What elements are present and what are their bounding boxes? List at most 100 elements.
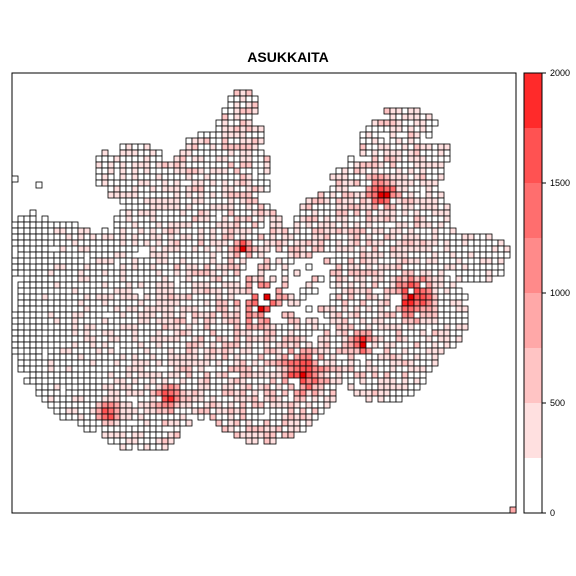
grid-cell [413,113,421,121]
grid-cell [197,311,205,319]
grid-cell [143,179,151,187]
grid-cell [161,347,169,355]
grid-cell [377,245,385,253]
grid-cell [77,239,85,247]
grid-cell [395,137,403,145]
grid-cell [191,251,199,259]
grid-cell [209,287,217,295]
grid-cell [17,221,25,229]
grid-cell [71,365,79,373]
grid-cell [293,329,301,337]
grid-cell [83,275,91,283]
grid-cell [137,233,145,241]
grid-cell [29,293,37,301]
grid-cell [131,245,139,253]
grid-cell [197,401,205,409]
grid-cell [41,287,49,295]
grid-cell [443,215,451,223]
grid-cell [305,281,313,289]
grid-cell [443,143,451,151]
grid-cell [341,215,349,223]
grid-cell [257,425,265,433]
grid-cell [377,197,385,205]
grid-cell [239,359,247,367]
grid-cell [215,407,223,415]
grid-cell [107,179,115,187]
grid-cell [71,257,79,265]
grid-cell [431,119,439,127]
grid-cell [125,245,133,253]
grid-cell [323,305,331,313]
grid-cell [257,179,265,187]
grid-cell [143,221,151,229]
grid-cell [17,287,25,295]
grid-cell [23,245,31,253]
grid-cell [191,269,199,277]
grid-cell [101,371,109,379]
grid-cell [221,239,229,247]
grid-cell [113,281,121,289]
grid-cell [149,185,157,193]
grid-cell [497,263,505,271]
grid-cell [389,365,397,373]
grid-cell [167,191,175,199]
grid-cell [233,215,241,223]
grid-cell [455,269,463,277]
grid-cell [389,251,397,259]
grid-cell [227,227,235,235]
grid-cell [107,239,115,247]
grid-cell [95,263,103,271]
grid-cell [299,395,307,403]
grid-cell [299,287,307,295]
grid-cell [353,257,361,265]
grid-cell [389,173,397,181]
grid-cell [257,209,265,217]
grid-cell [425,149,433,157]
grid-cell [359,263,367,271]
grid-cell [203,407,211,415]
grid-cell [65,335,73,343]
grid-cell [401,245,409,253]
grid-cell [437,143,445,151]
grid-cell [173,311,181,319]
grid-cell [107,305,115,313]
grid-cell [143,281,151,289]
grid-cell [419,233,427,241]
grid-cell [395,365,403,373]
grid-cell [35,245,43,253]
grid-cell [155,293,163,301]
grid-cell [191,371,199,379]
grid-cell [485,239,493,247]
grid-cell [461,305,469,313]
grid-cell [287,335,295,343]
grid-cell [263,341,271,349]
grid-cell [239,179,247,187]
grid-cell [137,383,145,391]
grid-cell [131,323,139,331]
grid-cell [203,263,211,271]
grid-cell [245,119,253,127]
grid-cell [401,125,409,133]
grid-cell [209,407,217,415]
grid-cell [149,209,157,217]
grid-cell [485,251,493,259]
grid-cell [143,149,151,157]
grid-cell [125,425,133,433]
grid-cell [221,245,229,253]
grid-cell [197,143,205,151]
grid-cell [233,107,241,115]
grid-cell [437,227,445,235]
grid-cell [275,389,283,397]
grid-cell [125,347,133,355]
grid-cell [143,299,151,307]
grid-cell [227,323,235,331]
grid-cell [29,299,37,307]
grid-cell [59,269,67,277]
grid-cell [365,131,373,139]
grid-cell [203,329,211,337]
grid-cell [251,191,259,199]
grid-cell [113,329,121,337]
grid-cell [143,407,151,415]
grid-cell [35,263,43,271]
grid-cell [479,269,487,277]
